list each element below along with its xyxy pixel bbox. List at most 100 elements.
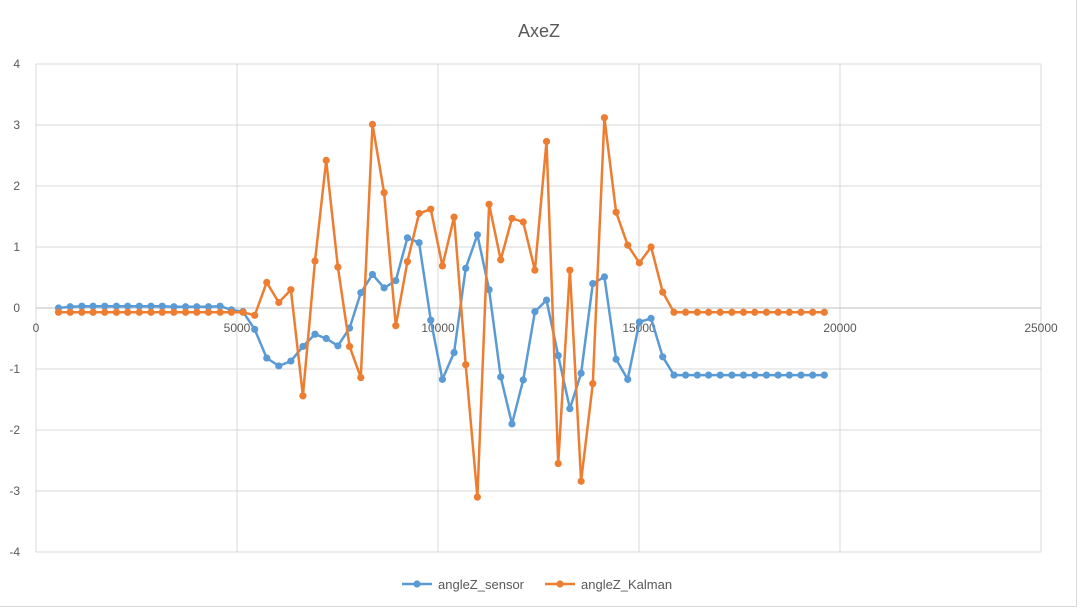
data-point (762, 308, 771, 316)
data-point (112, 302, 120, 310)
data-point (670, 308, 678, 316)
data-point (403, 258, 412, 266)
legend-item[interactable]: angleZ_sensor (402, 577, 525, 592)
data-point (577, 477, 585, 485)
x-tick-label: 25000 (1024, 321, 1058, 335)
legend-label: angleZ_sensor (438, 577, 525, 592)
data-point (600, 273, 609, 281)
data-point (427, 205, 435, 213)
series-angleZ_Kalman (54, 114, 828, 501)
data-point (112, 308, 120, 316)
data-point (704, 308, 713, 316)
data-point (89, 308, 97, 316)
data-point (462, 361, 470, 369)
data-point (181, 303, 190, 311)
data-point (693, 371, 701, 379)
data-point (739, 371, 748, 379)
data-point (66, 303, 74, 311)
data-point (820, 308, 828, 316)
data-point (147, 302, 155, 310)
data-point (380, 284, 388, 292)
data-point (357, 289, 365, 297)
data-point (380, 189, 388, 197)
data-point (275, 362, 283, 370)
data-point (216, 308, 224, 316)
data-point (193, 308, 201, 316)
data-point (334, 263, 342, 271)
data-point (170, 303, 178, 311)
data-point (392, 276, 400, 285)
data-point (438, 375, 447, 383)
data-point (204, 303, 213, 311)
y-tick-label: -2 (9, 423, 20, 437)
data-point (450, 348, 458, 357)
data-point (809, 371, 817, 379)
data-point (239, 308, 247, 316)
data-point (158, 308, 166, 316)
data-point (473, 493, 481, 501)
data-point (589, 280, 597, 288)
y-tick-label: -4 (9, 545, 20, 559)
data-point (135, 302, 143, 310)
data-point (66, 308, 74, 316)
y-tick-label: 4 (13, 57, 20, 71)
data-point (193, 303, 201, 311)
data-point (785, 371, 793, 379)
data-point (263, 278, 271, 286)
data-point (762, 371, 771, 379)
data-point (797, 308, 805, 316)
data-point (216, 302, 224, 310)
data-point (774, 308, 782, 316)
data-point (531, 308, 539, 316)
data-point (519, 218, 527, 226)
data-point (485, 200, 493, 208)
data-point (659, 288, 667, 296)
y-tick-label: 1 (13, 240, 20, 254)
data-point (554, 351, 562, 360)
legend-marker (556, 580, 564, 588)
data-point (403, 234, 412, 242)
data-point (508, 214, 516, 222)
data-point (751, 308, 759, 316)
data-point (368, 120, 377, 128)
data-point (624, 375, 632, 383)
data-point (135, 308, 143, 316)
data-point (739, 308, 748, 316)
y-tick-label: 3 (13, 118, 20, 132)
x-tick-label: 0 (33, 321, 40, 335)
data-point (728, 371, 736, 379)
legend-item[interactable]: angleZ_Kalman (545, 577, 672, 592)
data-point (345, 342, 354, 351)
data-point (751, 371, 759, 379)
data-point (600, 114, 609, 122)
data-point (415, 209, 423, 218)
data-point (357, 373, 365, 382)
data-point (797, 371, 805, 379)
data-point (322, 334, 330, 343)
data-point (820, 371, 828, 379)
data-point (624, 241, 632, 249)
data-point (566, 266, 574, 274)
data-point (322, 156, 330, 164)
data-point (542, 296, 551, 304)
x-tick-label: 5000 (224, 321, 251, 335)
data-point (311, 330, 319, 338)
data-point (682, 308, 690, 316)
data-point (716, 308, 724, 316)
data-point (101, 308, 109, 316)
y-axis-tick-labels: -4 -3 -2 -1 0 1 2 3 4 (9, 57, 20, 559)
data-point (462, 264, 470, 272)
data-point (612, 208, 620, 216)
data-point (589, 380, 597, 388)
data-point (485, 286, 493, 294)
data-point (497, 256, 505, 264)
data-point (251, 325, 259, 333)
data-point (311, 257, 319, 265)
data-point (693, 308, 701, 316)
y-tick-label: -1 (9, 362, 20, 376)
x-axis-tick-labels: 0 5000 10000 15000 20000 25000 (33, 321, 1058, 335)
data-point (275, 298, 283, 307)
data-point (774, 371, 782, 379)
